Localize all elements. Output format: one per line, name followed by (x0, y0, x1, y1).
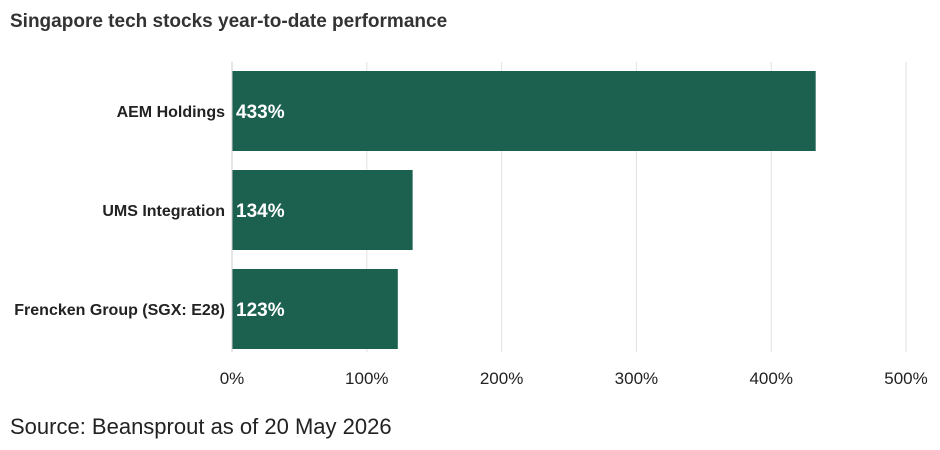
bar (232, 269, 398, 349)
source-note: Source: Beansprout as of 20 May 2026 (10, 414, 392, 439)
x-tick-label: 500% (884, 369, 927, 388)
data-label: 123% (236, 300, 285, 321)
x-tick-label: 0% (220, 369, 245, 388)
chart-title: Singapore tech stocks year-to-date perfo… (10, 11, 448, 32)
data-label: 134% (236, 201, 285, 222)
bar (232, 170, 413, 250)
x-tick-label: 200% (480, 369, 523, 388)
bar (232, 71, 816, 151)
category-label: Frencken Group (SGX: E28) (14, 302, 225, 319)
x-tick-label: 400% (749, 369, 792, 388)
category-label: UMS Integration (102, 203, 225, 220)
data-label: 433% (236, 102, 285, 123)
x-tick-label: 100% (345, 369, 388, 388)
category-label: AEM Holdings (117, 104, 226, 121)
x-tick-label: 300% (615, 369, 658, 388)
